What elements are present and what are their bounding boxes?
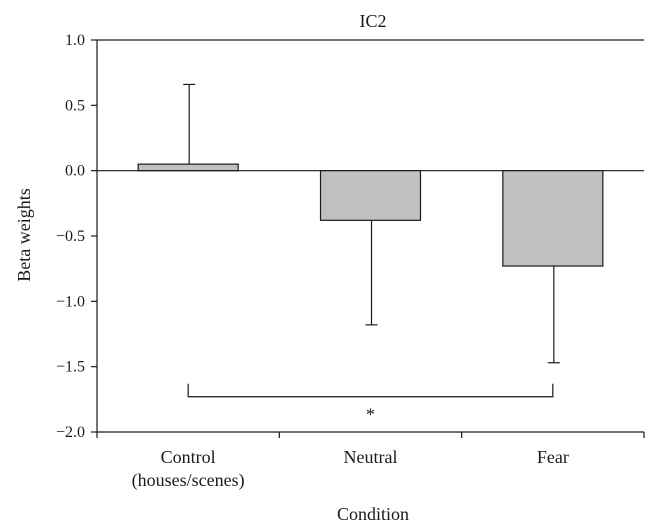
x-axis-title: Condition <box>337 504 409 524</box>
bar <box>137 163 239 172</box>
y-axis-title: Beta weights <box>14 188 34 281</box>
x-tick-label: Fear <box>537 447 569 467</box>
y-tick-label: 1.0 <box>65 32 85 49</box>
significance-marker: * <box>366 405 375 425</box>
plot-area: 1.0 0.5 0.0 −0.5 −1.0 −1.5 −2.0 Control (houses/… <box>56 32 645 491</box>
chart-title: IC2 <box>360 11 387 31</box>
x-tick-label: Neutral <box>344 447 398 467</box>
bar <box>502 170 604 267</box>
y-tick-label: 0.5 <box>65 97 85 114</box>
x-tick-label: Control <box>161 447 216 467</box>
y-tick-label: −2.0 <box>56 424 85 441</box>
y-tick-label: −1.5 <box>56 359 85 376</box>
y-tick-label: 0.0 <box>65 163 85 180</box>
bar <box>319 170 422 221</box>
significance-bracket <box>187 383 554 398</box>
x-tick-label: (houses/scenes) <box>132 470 245 491</box>
y-tick-label: −0.5 <box>56 228 85 245</box>
y-tick-label: −1.0 <box>56 293 85 310</box>
